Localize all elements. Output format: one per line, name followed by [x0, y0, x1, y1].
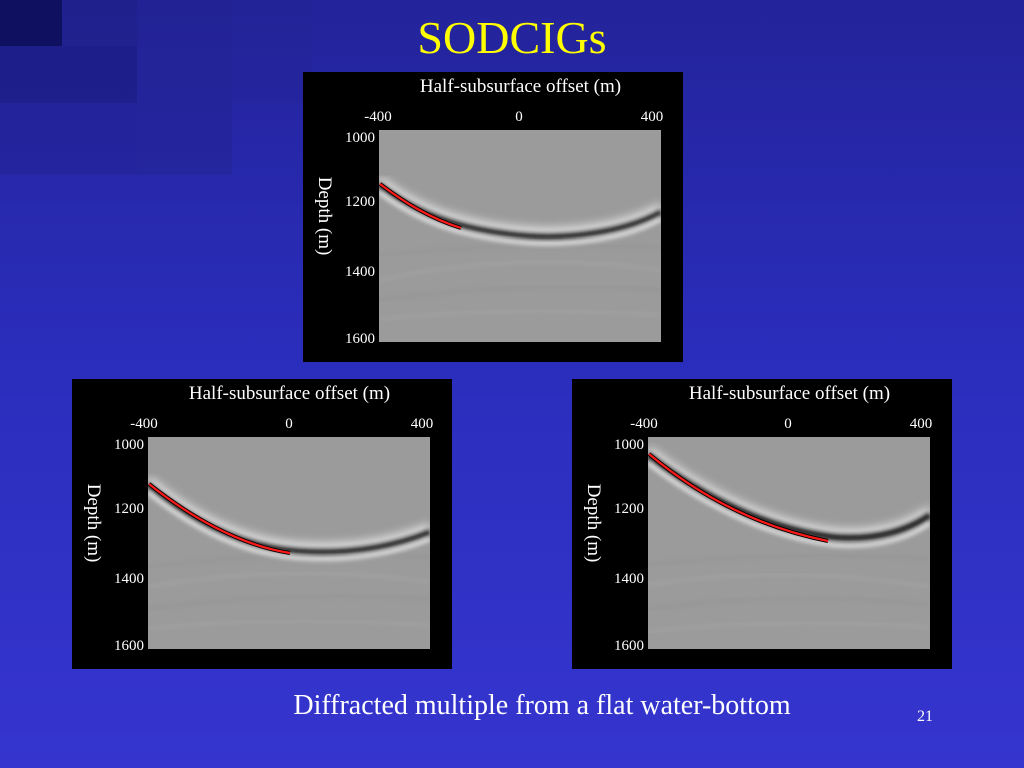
x-axis-label: Half-subsurface offset (m) — [688, 383, 891, 404]
y-tick-label: 1600 — [345, 331, 375, 347]
x-tick-label: -400 — [130, 416, 158, 432]
x-axis-label: Half-subsurface offset (m) — [188, 383, 391, 404]
gather-image — [648, 437, 930, 649]
gather-image — [379, 130, 661, 342]
picked-event-curve — [148, 483, 291, 555]
corner-decoration — [0, 0, 62, 46]
sodcig-panel-bottom-left: Half-subsurface offset (m) -400 0 400 10… — [72, 379, 452, 669]
y-tick-label: 1200 — [614, 501, 644, 517]
y-tick-label: 1600 — [614, 638, 644, 654]
y-tick-label: 1200 — [114, 501, 144, 517]
x-tick-label: 0 — [285, 416, 293, 432]
y-axis-label: Depth (m) — [583, 483, 604, 563]
x-tick-label: 0 — [784, 416, 792, 432]
y-tick-label: 1400 — [114, 571, 144, 587]
x-axis-label: Half-subsurface offset (m) — [419, 76, 622, 97]
x-tick-label: 400 — [410, 416, 434, 432]
x-tick-label: 0 — [515, 109, 523, 125]
sodcig-panel-bottom-right: Half-subsurface offset (m) -400 0 400 10… — [572, 379, 952, 669]
y-tick-label: 1000 — [614, 437, 644, 453]
picked-event-curve — [379, 183, 462, 230]
y-tick-label: 1600 — [114, 638, 144, 654]
corner-decoration — [232, 0, 312, 103]
page-number: 21 — [917, 708, 933, 725]
x-tick-label: -400 — [630, 416, 658, 432]
y-tick-label: 1000 — [114, 437, 144, 453]
y-tick-label: 1200 — [345, 194, 375, 210]
y-tick-label: 1400 — [614, 571, 644, 587]
y-axis-label: Depth (m) — [83, 483, 104, 563]
corner-decoration — [137, 0, 232, 175]
x-tick-label: -400 — [364, 109, 392, 125]
x-tick-label: 400 — [909, 416, 933, 432]
slide-caption: Diffracted multiple from a flat water-bo… — [293, 690, 791, 721]
x-tick-label: 400 — [640, 109, 664, 125]
corner-decoration — [62, 0, 137, 46]
corner-decoration — [0, 103, 137, 175]
corner-decoration — [0, 46, 137, 103]
y-tick-label: 1000 — [345, 130, 375, 146]
slide-title: SODCIGs — [417, 12, 607, 63]
picked-event-curve — [648, 453, 829, 543]
y-tick-label: 1400 — [345, 264, 375, 280]
gather-image — [148, 437, 430, 649]
y-axis-label: Depth (m) — [314, 176, 335, 256]
sodcig-panel-top: Half-subsurface offset (m) -400 0 400 10… — [303, 72, 683, 362]
